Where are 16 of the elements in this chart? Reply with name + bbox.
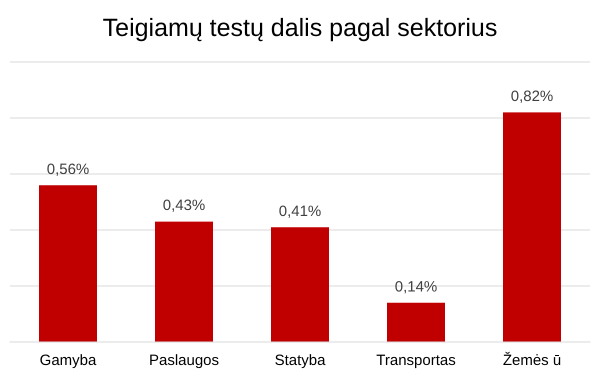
bar bbox=[155, 222, 213, 342]
data-label: 0,82% bbox=[510, 88, 554, 106]
data-label: 0,56% bbox=[46, 160, 90, 178]
bar bbox=[503, 112, 561, 342]
chart-title: Teigiamų testų dalis pagal sektorius bbox=[102, 14, 498, 42]
x-tick-label: Žemės ū bbox=[502, 351, 562, 370]
x-tick-label: Paslaugos bbox=[148, 352, 220, 370]
data-label: 0,41% bbox=[278, 202, 322, 220]
x-tick-label: Transportas bbox=[376, 352, 456, 370]
data-label: 0,43% bbox=[162, 197, 206, 214]
x-tick-label: Gamyba bbox=[40, 352, 97, 370]
data-label: 0,14% bbox=[394, 278, 438, 296]
bar bbox=[387, 302, 445, 342]
bar bbox=[271, 227, 329, 342]
bar bbox=[39, 185, 97, 342]
x-tick-label: Statyba bbox=[274, 352, 326, 370]
